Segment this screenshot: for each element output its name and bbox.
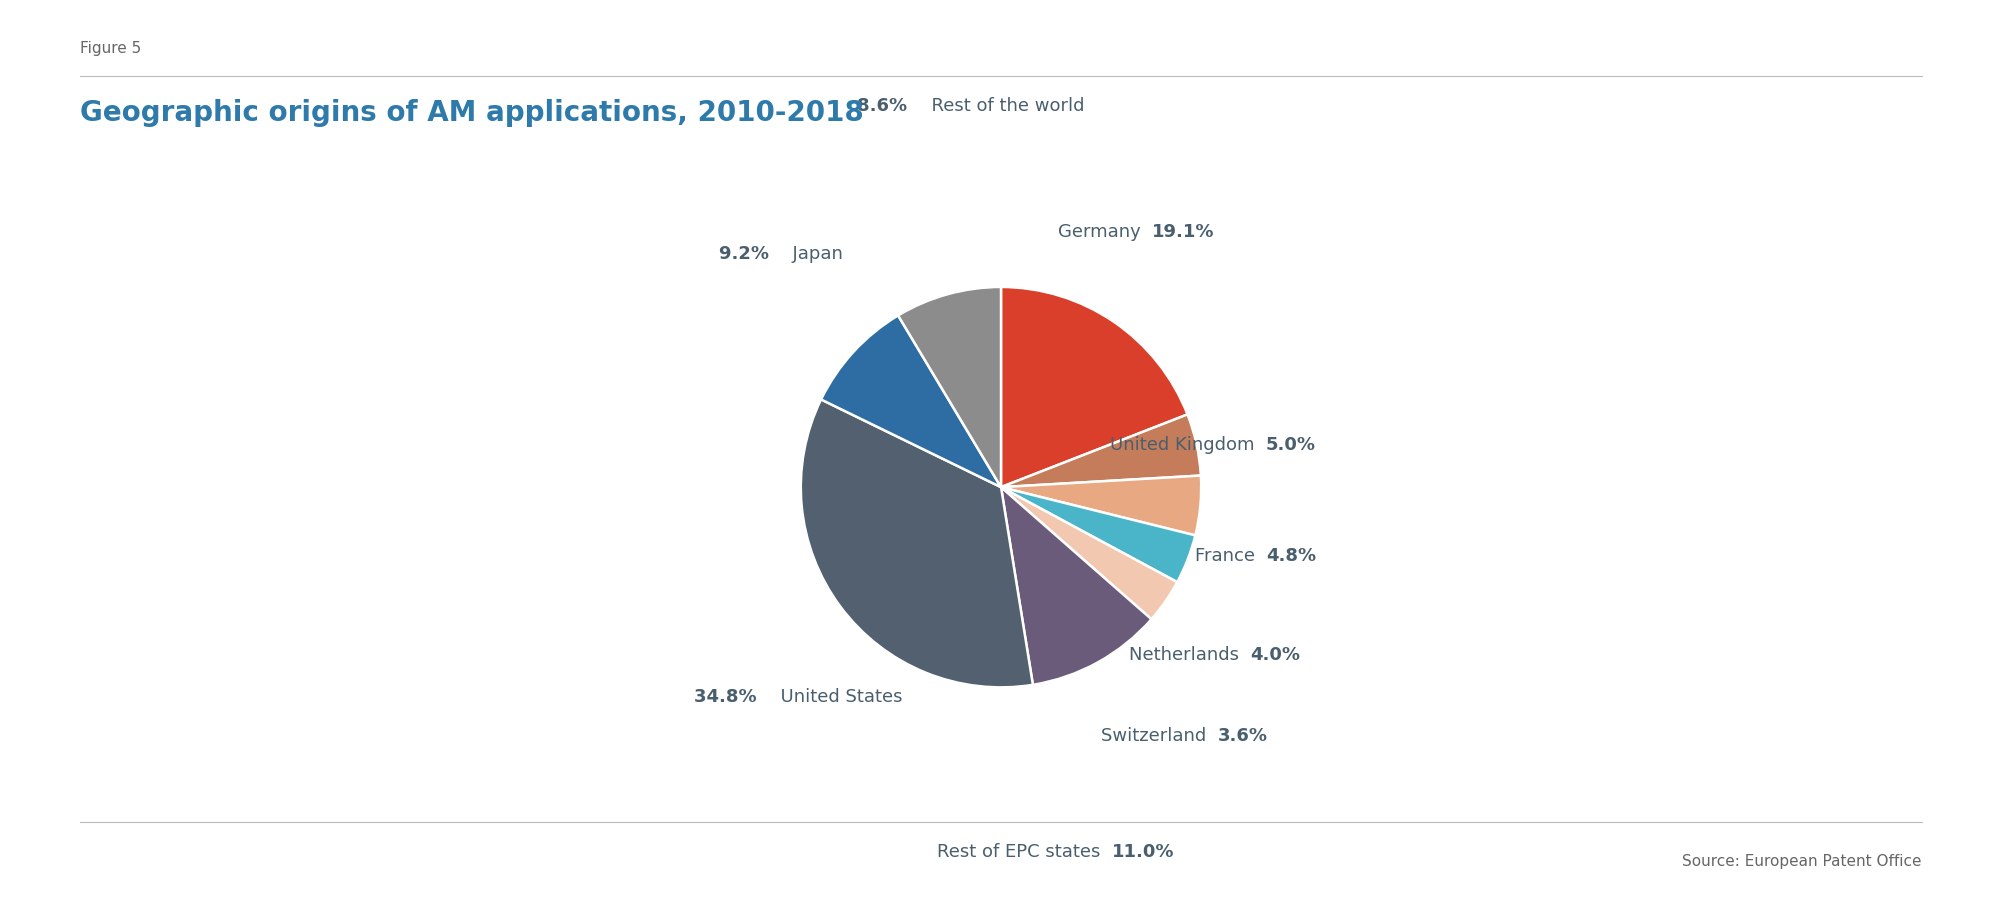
Text: 3.6%: 3.6% <box>1217 726 1267 744</box>
Text: 5.0%: 5.0% <box>1265 435 1315 453</box>
Wedge shape <box>1001 476 1201 535</box>
Text: 8.6%: 8.6% <box>857 98 919 116</box>
Wedge shape <box>1001 415 1201 488</box>
Wedge shape <box>1001 288 1187 488</box>
Text: Figure 5: Figure 5 <box>80 41 142 56</box>
Text: United Kingdom: United Kingdom <box>1109 435 1265 453</box>
Text: 19.1%: 19.1% <box>1153 222 1215 240</box>
Text: 4.8%: 4.8% <box>1265 546 1315 564</box>
Text: Japan: Japan <box>781 245 843 263</box>
Wedge shape <box>1001 488 1151 685</box>
Text: Netherlands: Netherlands <box>1129 645 1251 663</box>
Text: Geographic origins of AM applications, 2010-2018: Geographic origins of AM applications, 2… <box>80 99 863 127</box>
Wedge shape <box>801 400 1033 687</box>
Wedge shape <box>1001 488 1195 582</box>
Wedge shape <box>821 316 1001 488</box>
Text: Rest of the world: Rest of the world <box>919 98 1085 116</box>
Text: Source: European Patent Office: Source: European Patent Office <box>1682 853 1922 869</box>
Text: 9.2%: 9.2% <box>719 245 781 263</box>
Text: 11.0%: 11.0% <box>1111 842 1173 860</box>
Text: United States: United States <box>769 687 903 705</box>
Wedge shape <box>1001 488 1177 619</box>
Text: 4.0%: 4.0% <box>1251 645 1299 663</box>
Text: Rest of EPC states: Rest of EPC states <box>937 842 1111 860</box>
Text: France: France <box>1195 546 1265 564</box>
Text: Switzerland: Switzerland <box>1101 726 1217 744</box>
Text: 34.8%: 34.8% <box>695 687 769 705</box>
Wedge shape <box>899 288 1001 488</box>
Text: Germany: Germany <box>1059 222 1153 240</box>
